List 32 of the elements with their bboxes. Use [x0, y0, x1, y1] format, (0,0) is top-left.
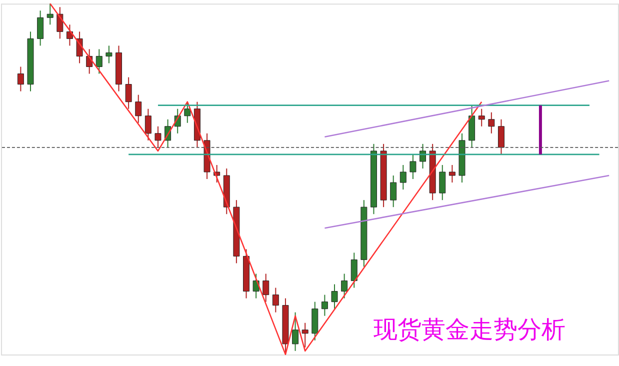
candlestick	[66, 24, 73, 46]
candlestick	[17, 66, 24, 92]
candlestick	[262, 273, 270, 302]
candlestick	[76, 31, 83, 64]
candlestick	[154, 126, 162, 148]
candlestick	[56, 6, 64, 40]
candlestick	[410, 154, 416, 180]
candlestick	[350, 252, 358, 288]
candlestick	[252, 273, 260, 299]
candlestick	[390, 175, 397, 208]
candlestick	[302, 322, 308, 348]
candlestick	[488, 112, 495, 134]
candlestick	[46, 3, 54, 26]
candlestick	[96, 48, 102, 74]
candlestick	[292, 312, 299, 352]
candlestick	[331, 284, 338, 310]
candlestick	[400, 164, 406, 190]
candlestick	[498, 118, 504, 155]
candlestick	[184, 101, 191, 124]
candlestick	[478, 108, 485, 127]
candlestick	[321, 294, 328, 316]
candlestick	[125, 76, 132, 110]
candlestick	[106, 45, 112, 64]
candlestick	[135, 94, 142, 124]
candlestick	[448, 164, 456, 184]
annotation: 现货黄金走势分析	[373, 316, 566, 344]
candlestick	[37, 10, 44, 46]
candlestick	[439, 164, 446, 201]
candlestick	[272, 287, 279, 313]
candlestick	[144, 108, 152, 141]
candlestick	[341, 273, 348, 299]
candlestick	[420, 143, 426, 169]
